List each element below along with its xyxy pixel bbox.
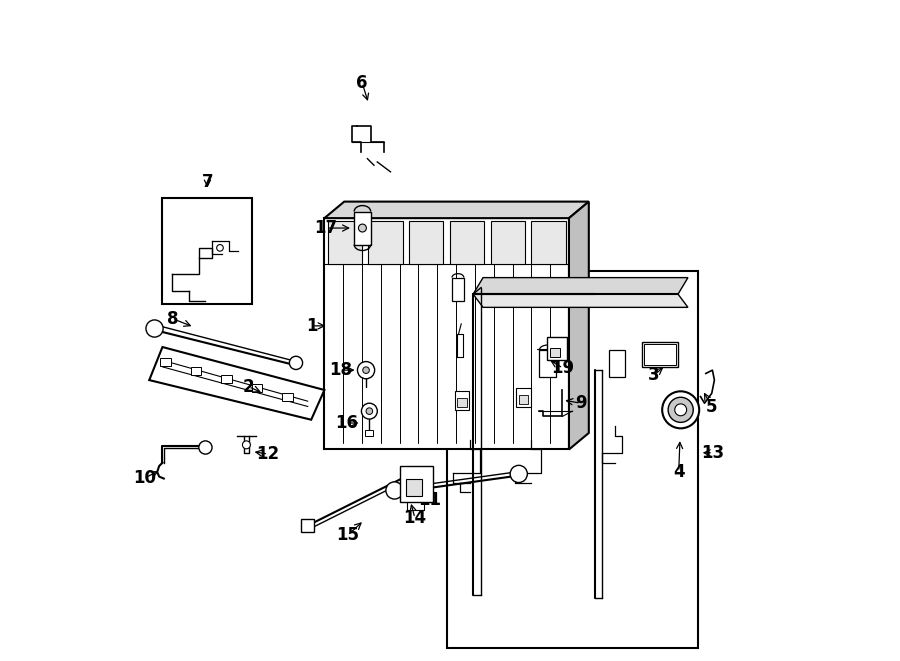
Text: 15: 15 [336, 526, 359, 545]
Bar [452, 278, 464, 301]
Text: 18: 18 [329, 361, 353, 379]
Bar [547, 337, 567, 360]
Circle shape [662, 391, 699, 428]
Bar [221, 375, 232, 383]
Text: 12: 12 [256, 445, 280, 463]
Bar [403, 471, 415, 484]
Circle shape [357, 362, 374, 379]
Circle shape [363, 367, 369, 373]
Circle shape [366, 408, 373, 414]
Bar [160, 358, 171, 366]
Circle shape [510, 465, 527, 483]
Bar [454, 391, 469, 410]
Text: 8: 8 [166, 309, 178, 328]
Bar [551, 348, 560, 357]
Bar [516, 388, 531, 407]
Bar [532, 221, 566, 264]
Polygon shape [473, 278, 688, 294]
Bar [608, 350, 626, 377]
Circle shape [362, 403, 377, 419]
Bar [406, 479, 422, 496]
Bar [450, 221, 484, 264]
Text: 5: 5 [706, 397, 717, 416]
Circle shape [668, 397, 693, 422]
Text: 14: 14 [403, 509, 427, 527]
Circle shape [386, 482, 403, 499]
Bar [457, 398, 466, 407]
Text: 6: 6 [356, 73, 368, 92]
Bar [324, 218, 569, 449]
Bar [491, 221, 525, 264]
Polygon shape [473, 294, 688, 307]
Bar [302, 519, 314, 532]
Text: 7: 7 [202, 173, 213, 191]
Text: 3: 3 [648, 366, 660, 385]
Text: 9: 9 [575, 394, 587, 412]
Bar [252, 384, 262, 392]
Text: 16: 16 [336, 414, 358, 432]
Text: 2: 2 [243, 377, 254, 396]
Text: 1: 1 [306, 317, 318, 335]
Bar [446, 271, 698, 648]
Text: 19: 19 [552, 359, 574, 377]
Polygon shape [149, 347, 324, 420]
Bar [355, 212, 371, 245]
Circle shape [242, 441, 250, 449]
Bar [642, 342, 678, 367]
Bar [365, 430, 374, 436]
Polygon shape [324, 202, 589, 218]
Text: 10: 10 [133, 469, 156, 487]
Text: 4: 4 [673, 463, 685, 481]
Circle shape [675, 404, 687, 416]
Circle shape [290, 356, 302, 369]
Circle shape [146, 320, 163, 337]
Circle shape [217, 245, 223, 251]
Bar [368, 221, 402, 264]
Bar [539, 350, 556, 377]
Text: 13: 13 [701, 444, 724, 462]
Bar [644, 344, 676, 365]
Bar [163, 198, 252, 304]
Bar [518, 395, 528, 404]
Text: 17: 17 [314, 219, 338, 237]
Circle shape [358, 224, 366, 232]
Circle shape [199, 441, 212, 454]
Bar [191, 367, 202, 375]
Bar [282, 393, 292, 401]
Bar [400, 466, 434, 502]
Bar [328, 221, 362, 264]
Bar [410, 221, 444, 264]
Polygon shape [569, 202, 589, 449]
Text: 11: 11 [418, 490, 442, 509]
